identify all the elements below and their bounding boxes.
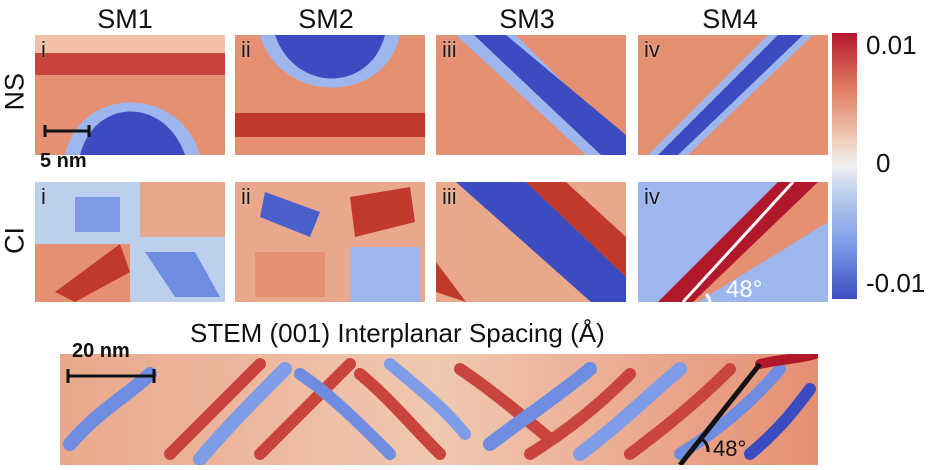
panel-label: i [41, 37, 46, 62]
panel-label: iii [442, 184, 457, 209]
title-sm1: SM1 [97, 4, 153, 34]
scalebar-large-label: 20 nm [72, 340, 130, 362]
ci-sm2-map [235, 182, 425, 302]
panel-label: iii [442, 37, 457, 62]
panel-ns-sm1: i [35, 35, 225, 155]
panel-ci-sm4: iv [638, 182, 828, 302]
ci-sm4-map [638, 182, 828, 302]
angle-label-sm4: 48° [726, 276, 763, 303]
ci-sm1-map [35, 182, 225, 302]
panel-ci-sm2: ii [235, 182, 425, 302]
colorbar-min-label: -0.01 [866, 268, 926, 298]
scalebar-large [66, 369, 156, 383]
scalebar-small-label: 5 nm [40, 150, 87, 172]
panel-ns-sm4: iv [638, 35, 828, 155]
panel-label: iv [644, 37, 660, 62]
row-label-ns: NS [0, 72, 30, 111]
colorbar [832, 33, 857, 299]
panel-ci-sm1: i [35, 182, 225, 302]
ns-sm4-map [638, 35, 828, 155]
ci-sm3-map [436, 182, 626, 302]
panel-label: ii [241, 184, 251, 209]
stem-map [60, 354, 818, 465]
row-label-ci: CI [0, 227, 30, 254]
panel-ci-sm3: iii [436, 182, 626, 302]
ns-sm3-map [436, 35, 626, 155]
stem-title: STEM (001) Interplanar Spacing (Å) [190, 318, 605, 348]
angle-label-stem: 48° [713, 436, 747, 461]
panel-ns-sm3: iii [436, 35, 626, 155]
colorbar-mid-label: 0 [876, 148, 891, 178]
title-sm2: SM2 [298, 4, 354, 34]
panel-label: i [41, 184, 46, 209]
panel-label: iv [644, 184, 660, 209]
scalebar-small [43, 125, 91, 137]
ns-sm1-map [35, 35, 225, 155]
stem-map-image [60, 354, 818, 465]
panel-ns-sm2: ii [235, 35, 425, 155]
colorbar-max-label: 0.01 [866, 30, 917, 60]
title-sm3: SM3 [499, 4, 555, 34]
ns-sm2-map [235, 35, 425, 155]
title-sm4: SM4 [702, 4, 758, 34]
panel-label: ii [241, 37, 251, 62]
